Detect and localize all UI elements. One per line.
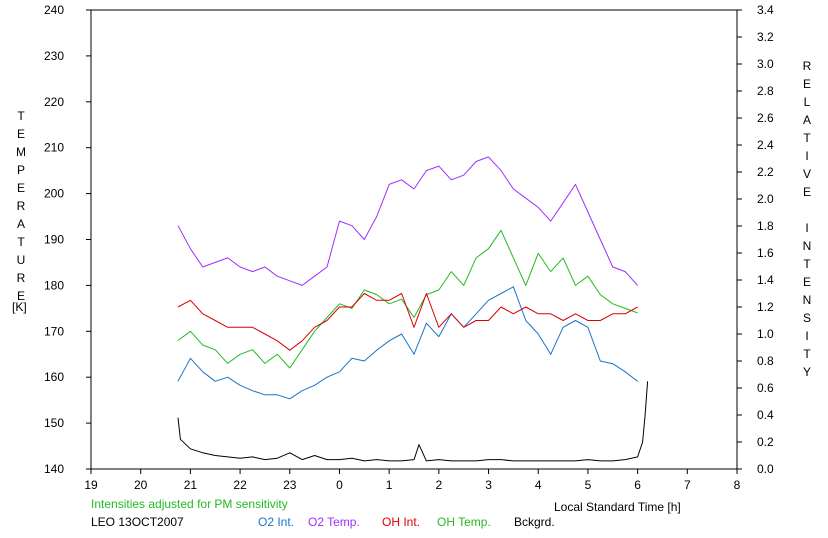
x-tick-label: 1	[386, 478, 393, 492]
x-tick-label: 6	[634, 478, 641, 492]
y-right-tick-label: 2.4	[757, 138, 774, 152]
x-tick-label: 5	[585, 478, 592, 492]
series-line-bckgrd	[177, 381, 649, 462]
y-right-tick-label: 0.8	[757, 354, 774, 368]
legend-oh-int: OH Int.	[382, 515, 421, 529]
y-left-tick-label: 180	[44, 278, 64, 292]
x-tick-label: 21	[184, 478, 198, 492]
x-tick-label: 2	[436, 478, 443, 492]
y-axis-left-unit: [K]	[12, 300, 27, 314]
y-right-tick-label: 3.0	[757, 57, 774, 71]
x-tick-label: 20	[134, 478, 148, 492]
x-tick-label: 23	[283, 478, 297, 492]
x-tick-label: 22	[233, 478, 247, 492]
legend-oh-temp: OH Temp.	[437, 515, 491, 529]
y-right-tick-label: 0.2	[757, 435, 774, 449]
y-left-tick-label: 230	[44, 49, 64, 63]
y-left-tick-label: 140	[44, 462, 64, 476]
x-axis-label: Local Standard Time [h]	[554, 500, 681, 514]
series-line-oh-int	[177, 293, 638, 351]
y-right-tick-label: 1.8	[757, 219, 774, 233]
x-tick-label: 19	[84, 478, 98, 492]
x-tick-label: 7	[684, 478, 691, 492]
y-right-tick-label: 1.0	[757, 327, 774, 341]
plot-frame	[90, 9, 738, 470]
y-right-tick-label: 3.4	[757, 3, 774, 17]
y-left-tick-label: 200	[44, 187, 64, 201]
y-left-tick-label: 190	[44, 233, 64, 247]
y-right-tick-label: 0.4	[757, 408, 774, 422]
y-right-tick-label: 0.0	[757, 462, 774, 476]
series-line-o2-temp	[177, 156, 638, 286]
x-tick-label: 0	[336, 478, 343, 492]
pm-sensitivity-note: Intensities adjusted for PM sensitivity	[91, 497, 288, 511]
y-right-tick-label: 0.6	[757, 381, 774, 395]
y-right-tick-label: 1.2	[757, 300, 774, 314]
y-left-tick-label: 170	[44, 324, 64, 338]
y-right-tick-label: 3.2	[757, 30, 774, 44]
y-left-tick-label: 210	[44, 141, 64, 155]
legend-o2-temp: O2 Temp.	[308, 515, 360, 529]
y-right-tick-label: 2.2	[757, 165, 774, 179]
y-left-tick-label: 160	[44, 370, 64, 384]
legend-o2-int: O2 Int.	[258, 515, 295, 529]
series-line-o2-int	[177, 286, 638, 400]
x-tick-label: 4	[535, 478, 542, 492]
station-date-label: LEO 13OCT2007	[91, 515, 184, 529]
y-right-tick-label: 1.4	[757, 273, 774, 287]
y-left-tick-label: 240	[44, 3, 64, 17]
y-right-tick-label: 2.0	[757, 192, 774, 206]
series-line-oh-temp	[177, 229, 638, 369]
y-right-tick-label: 2.6	[757, 111, 774, 125]
y-left-tick-label: 220	[44, 95, 64, 109]
legend-bckgrd: Bckgrd.	[514, 515, 555, 529]
y-left-tick-label: 150	[44, 416, 64, 430]
y-right-tick-label: 2.8	[757, 84, 774, 98]
x-tick-label: 8	[734, 478, 741, 492]
y-right-tick-label: 1.6	[757, 246, 774, 260]
x-tick-label: 3	[485, 478, 492, 492]
